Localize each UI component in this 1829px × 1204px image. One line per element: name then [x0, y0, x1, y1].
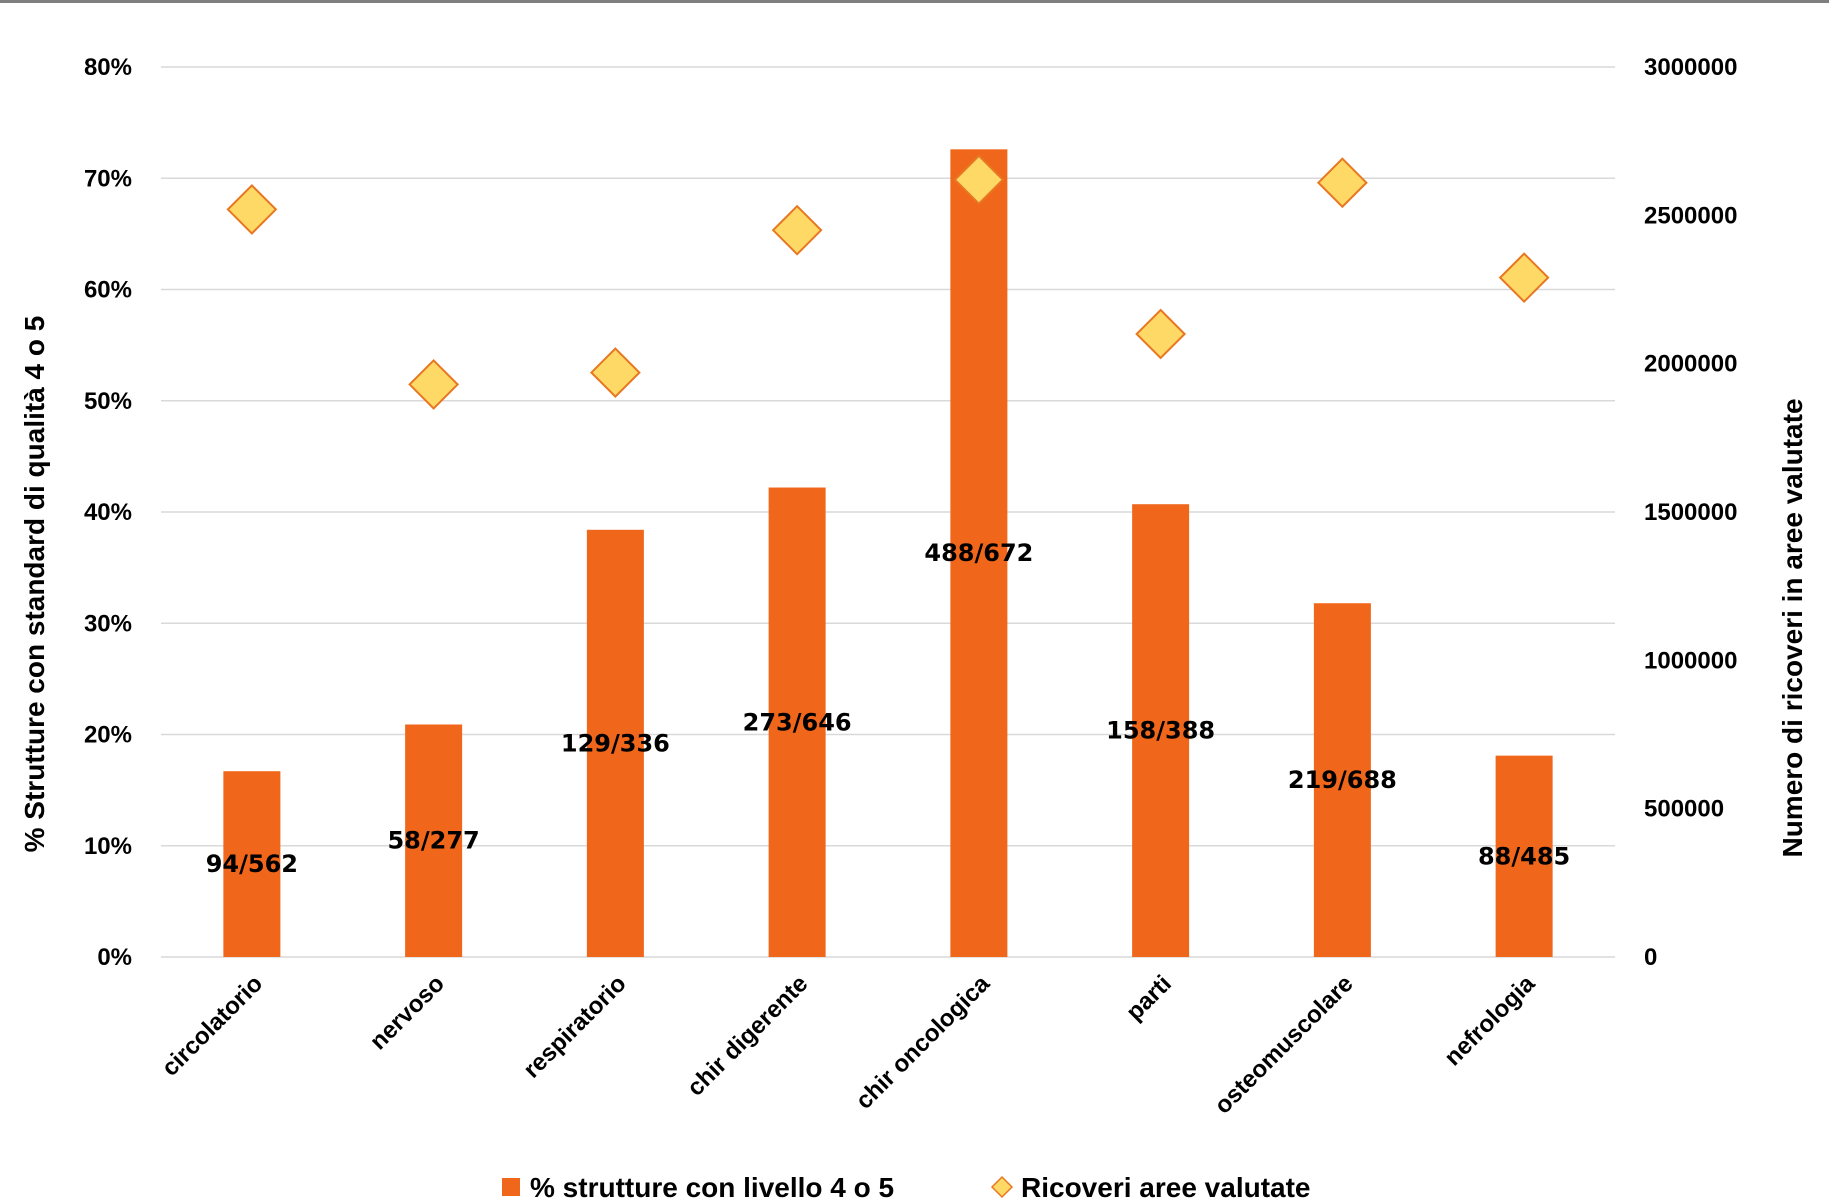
bar — [405, 724, 463, 957]
bar-data-label: 129/336 — [561, 729, 670, 757]
category-label: parti — [1121, 970, 1177, 1026]
category-label: chir oncologica — [851, 970, 996, 1115]
category-labels: circolatorio nervoso respiratorio chir dige… — [157, 970, 1541, 1120]
category-label: nefrologia — [1439, 970, 1541, 1072]
bar — [768, 487, 826, 957]
bar-data-label: 219/688 — [1288, 766, 1397, 794]
marker-series — [226, 154, 1550, 410]
diamond-marker — [953, 154, 1005, 206]
legend: % strutture con livello 4 o 5 Ricoveri a… — [502, 1172, 1311, 1203]
gridlines — [161, 66, 1615, 958]
left-tick-label: 70% — [84, 165, 132, 192]
bar-data-label: 88/485 — [1478, 842, 1570, 870]
bar — [223, 771, 281, 957]
diamond-marker — [771, 204, 823, 256]
right-tick-label: 3000000 — [1644, 54, 1737, 81]
legend-bar-swatch — [502, 1178, 520, 1196]
right-tick-label: 0 — [1644, 944, 1657, 971]
bar-data-label: 273/646 — [743, 708, 852, 736]
left-tick-label: 80% — [84, 54, 132, 81]
right-tick-label: 2500000 — [1644, 202, 1737, 229]
right-tick-label: 500000 — [1644, 796, 1724, 823]
data-labels: 94/562 58/277 129/336 273/646 488/672 158/388… — [206, 539, 1571, 878]
left-tick-label: 40% — [84, 499, 132, 526]
right-axis-title: Numero di ricoveri in aree valutate — [1777, 398, 1808, 857]
category-label: respiratorio — [518, 970, 631, 1083]
left-tick-label: 20% — [84, 722, 132, 749]
category-label: circolatorio — [157, 970, 269, 1082]
bar-series — [223, 149, 1553, 957]
category-label: osteomuscolare — [1209, 970, 1358, 1119]
right-tick-label: 1500000 — [1644, 499, 1737, 526]
left-axis-ticks: 0% 10% 20% 30% 40% 50% 60% 70% 80% — [84, 54, 132, 971]
right-axis-ticks: 0 500000 1000000 1500000 2000000 2500000 30000… — [1644, 54, 1737, 971]
diamond-marker — [1135, 308, 1187, 360]
category-label: nervoso — [365, 970, 450, 1055]
category-label: chir digerente — [682, 970, 813, 1101]
legend-diamond-swatch — [990, 1175, 1014, 1199]
right-tick-label: 1000000 — [1644, 647, 1737, 674]
bar — [586, 529, 644, 957]
bar — [1495, 755, 1553, 957]
bar-data-label: 58/277 — [387, 827, 479, 855]
left-tick-label: 30% — [84, 610, 132, 637]
diamond-marker — [589, 347, 641, 398]
top-border — [0, 0, 1829, 3]
bar — [1132, 504, 1190, 957]
diamond-marker — [1498, 252, 1550, 304]
left-tick-label: 50% — [84, 388, 132, 415]
right-tick-label: 2000000 — [1644, 351, 1737, 378]
bar-data-label: 488/672 — [924, 539, 1033, 567]
bar — [950, 149, 1008, 957]
left-tick-label: 0% — [97, 944, 132, 971]
legend-marker-label: Ricoveri aree valutate — [1021, 1172, 1311, 1203]
diamond-marker — [1316, 157, 1368, 209]
bar — [1313, 603, 1371, 957]
left-axis-title: % Strutture con standard di qualità 4 o … — [19, 316, 50, 853]
diamond-marker — [408, 359, 460, 410]
diamond-marker — [226, 183, 278, 235]
left-tick-label: 10% — [84, 833, 132, 860]
left-tick-label: 60% — [84, 277, 132, 304]
legend-bar-label: % strutture con livello 4 o 5 — [530, 1172, 894, 1203]
bar-data-label: 94/562 — [206, 850, 298, 878]
bar-data-label: 158/388 — [1106, 717, 1215, 745]
